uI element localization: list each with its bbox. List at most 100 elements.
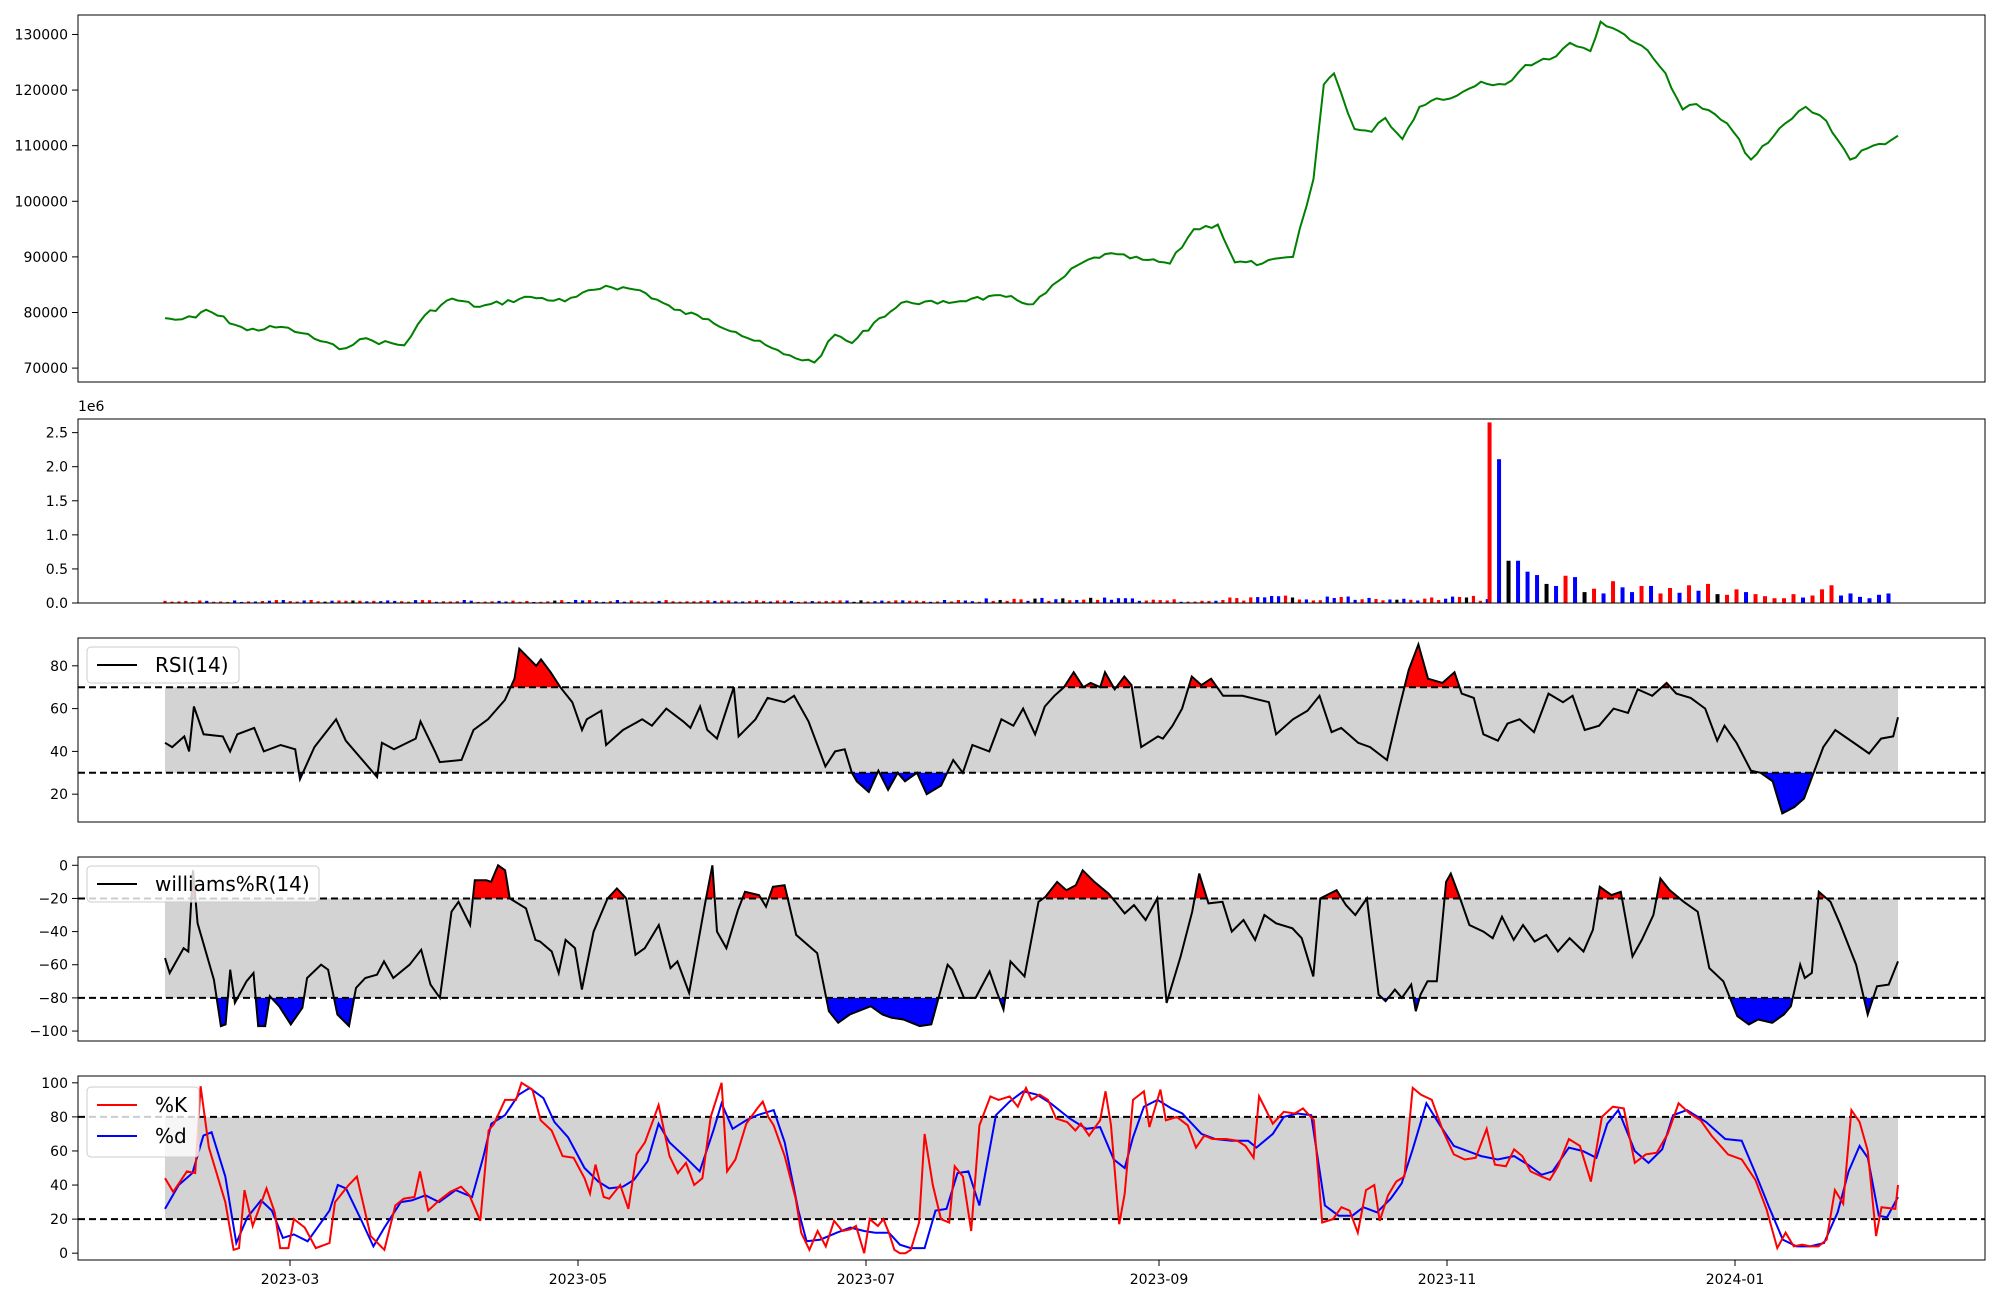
volume-bar xyxy=(1346,596,1350,603)
volume-bar xyxy=(1801,597,1806,603)
williams-oversold-fill xyxy=(216,997,1874,1027)
volume-bar xyxy=(692,601,696,603)
volume-bar xyxy=(1367,597,1371,603)
volume-bar xyxy=(511,600,515,603)
price-line xyxy=(164,20,1899,364)
volume-bar xyxy=(420,600,425,603)
volume-bar xyxy=(1544,583,1549,603)
volume-bar xyxy=(1582,592,1587,603)
volume-bar xyxy=(1611,581,1616,603)
volume-bar xyxy=(434,601,439,603)
volume-bar xyxy=(949,601,954,603)
volume-bar xyxy=(838,600,842,603)
volume-bar xyxy=(1096,599,1100,603)
stoch-d-line xyxy=(164,1086,1899,1250)
volume-bar xyxy=(1228,597,1232,603)
rsi-overbought-fill xyxy=(510,644,1671,688)
volume-bar xyxy=(1677,592,1682,603)
price-ytick-label: 80000 xyxy=(23,305,68,321)
volume-bar xyxy=(1116,598,1121,603)
volume-bar xyxy=(796,601,800,603)
volume-bar xyxy=(608,601,613,603)
x-tick-label: 2023-09 xyxy=(1130,1272,1189,1288)
volume-bar xyxy=(1186,601,1190,603)
indicator-fill-layer xyxy=(163,422,1898,1220)
volume-bar xyxy=(316,601,320,603)
volume-bar xyxy=(970,601,974,603)
volume-bar xyxy=(1172,599,1176,603)
volume-bar xyxy=(1430,597,1434,603)
volume-bar xyxy=(1535,575,1540,603)
x-tick-label: 2024-01 xyxy=(1706,1272,1765,1288)
volume-bar xyxy=(1402,598,1406,603)
volume-bar xyxy=(671,601,675,603)
volume-bar xyxy=(1276,596,1281,603)
price-ytick-label: 120000 xyxy=(15,83,68,99)
volume-bar xyxy=(365,601,369,603)
volume-bar xyxy=(274,600,278,603)
volume-bar xyxy=(1040,597,1044,603)
stoch-legend-d-label: %d xyxy=(155,1124,187,1148)
x-tick-label: 2023-03 xyxy=(261,1272,320,1288)
legend-layer: RSI(14) williams%R(14) %K %d xyxy=(86,646,320,1158)
volume-bar xyxy=(1554,585,1559,603)
williams-ytick-label: −80 xyxy=(38,991,68,1007)
volume-bar xyxy=(1639,585,1644,603)
volume-bar xyxy=(400,601,404,603)
stoch-axes-frame xyxy=(77,1075,1986,1261)
volume-bar xyxy=(963,600,967,603)
volume-bar xyxy=(1649,585,1654,603)
williams-ytick-label: −40 xyxy=(38,925,68,941)
volume-bar xyxy=(393,600,397,603)
volume-bar xyxy=(1485,599,1489,603)
volume-bar xyxy=(379,601,383,603)
volume-bar xyxy=(803,601,807,603)
volume-bar xyxy=(1416,600,1420,603)
volume-bar xyxy=(1601,593,1606,603)
volume-bar xyxy=(476,601,480,603)
volume-bar xyxy=(845,600,849,603)
volume-bar xyxy=(1026,600,1030,603)
volume-bar xyxy=(177,601,181,603)
volume-bar xyxy=(956,600,961,603)
volume-bar xyxy=(1734,589,1739,603)
volume-bar xyxy=(170,601,174,603)
stoch-ytick-label: 40 xyxy=(50,1178,68,1194)
volume-bar xyxy=(1487,422,1492,603)
volume-bar xyxy=(288,601,292,603)
volume-bar xyxy=(560,600,564,603)
volume-bar xyxy=(518,601,522,603)
volume-bar xyxy=(782,600,787,603)
volume-bar xyxy=(1696,590,1701,603)
volume-bar xyxy=(574,599,578,603)
volume-bar xyxy=(1630,592,1635,603)
volume-bar xyxy=(184,600,188,603)
volume-bar xyxy=(246,601,251,603)
volume-bar xyxy=(1437,600,1441,603)
volume-bar xyxy=(337,600,341,603)
volume-bar xyxy=(1563,575,1568,603)
volume-bar xyxy=(1325,596,1329,603)
volume-bar xyxy=(1047,600,1051,603)
x-tick-label: 2023-11 xyxy=(1418,1272,1477,1288)
volume-bar xyxy=(497,600,501,603)
volume-bar xyxy=(1516,560,1521,603)
volume-bar xyxy=(873,601,877,603)
volume-ytick-label: 1.0 xyxy=(46,528,68,544)
volume-bar xyxy=(831,600,835,603)
volume-bar xyxy=(1158,600,1162,603)
volume-bar xyxy=(1886,593,1891,603)
volume-bar xyxy=(1829,585,1834,603)
volume-bar xyxy=(1810,595,1815,603)
stoch-band xyxy=(165,1116,1898,1220)
volume-bar xyxy=(483,601,487,603)
volume-bar xyxy=(504,601,508,603)
volume-ytick-label: 0.0 xyxy=(46,596,68,612)
volume-bar xyxy=(622,601,626,603)
volume-bar xyxy=(768,601,773,603)
volume-bar xyxy=(1179,601,1183,603)
volume-bar xyxy=(685,601,689,603)
volume-ytick-label: 2.5 xyxy=(46,426,68,442)
volume-bar xyxy=(372,600,376,603)
